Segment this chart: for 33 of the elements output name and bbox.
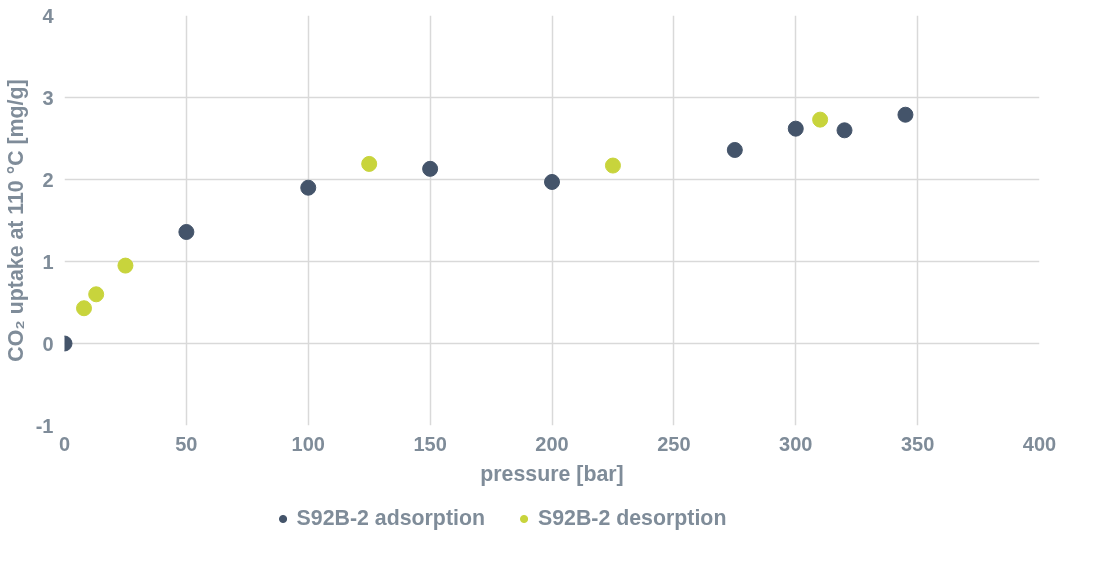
point: [361, 155, 378, 172]
point: [178, 223, 195, 240]
point: [117, 257, 134, 274]
point: [76, 300, 92, 317]
x-tick-label: 250: [657, 432, 691, 455]
point: [812, 111, 829, 128]
y-tick-label: 3: [42, 86, 54, 109]
point: [544, 173, 560, 190]
y-tick-label: 1: [42, 250, 54, 273]
y-axis-title: CO₂ uptake at 110 °C [mg/g]: [3, 79, 28, 362]
x-tick-label: 400: [1022, 432, 1057, 455]
y-tick-label: -1: [35, 414, 54, 437]
legend-label: S92B-2 adsorption: [296, 505, 485, 531]
x-tick-label: 50: [175, 432, 198, 455]
point: [897, 106, 914, 123]
x-tick-label: 150: [413, 432, 447, 455]
point: [787, 120, 804, 137]
point: [836, 122, 853, 139]
point: [726, 141, 743, 158]
point: [300, 179, 317, 196]
legend-label: S92B-2 desorption: [537, 505, 727, 531]
y-tick-label: 4: [42, 4, 55, 27]
x-axis-title: pressure [bar]: [480, 461, 624, 486]
point: [604, 157, 621, 174]
x-tick-label: 200: [535, 432, 569, 455]
x-tick-label: 300: [779, 432, 813, 455]
y-tick-label: 2: [42, 168, 54, 191]
point: [88, 286, 105, 303]
x-tick-label: 100: [291, 432, 325, 455]
y-tick-label: 0: [42, 332, 54, 355]
x-tick-label: 0: [58, 432, 71, 455]
point: [422, 160, 439, 177]
x-tick-label: 350: [900, 432, 935, 455]
